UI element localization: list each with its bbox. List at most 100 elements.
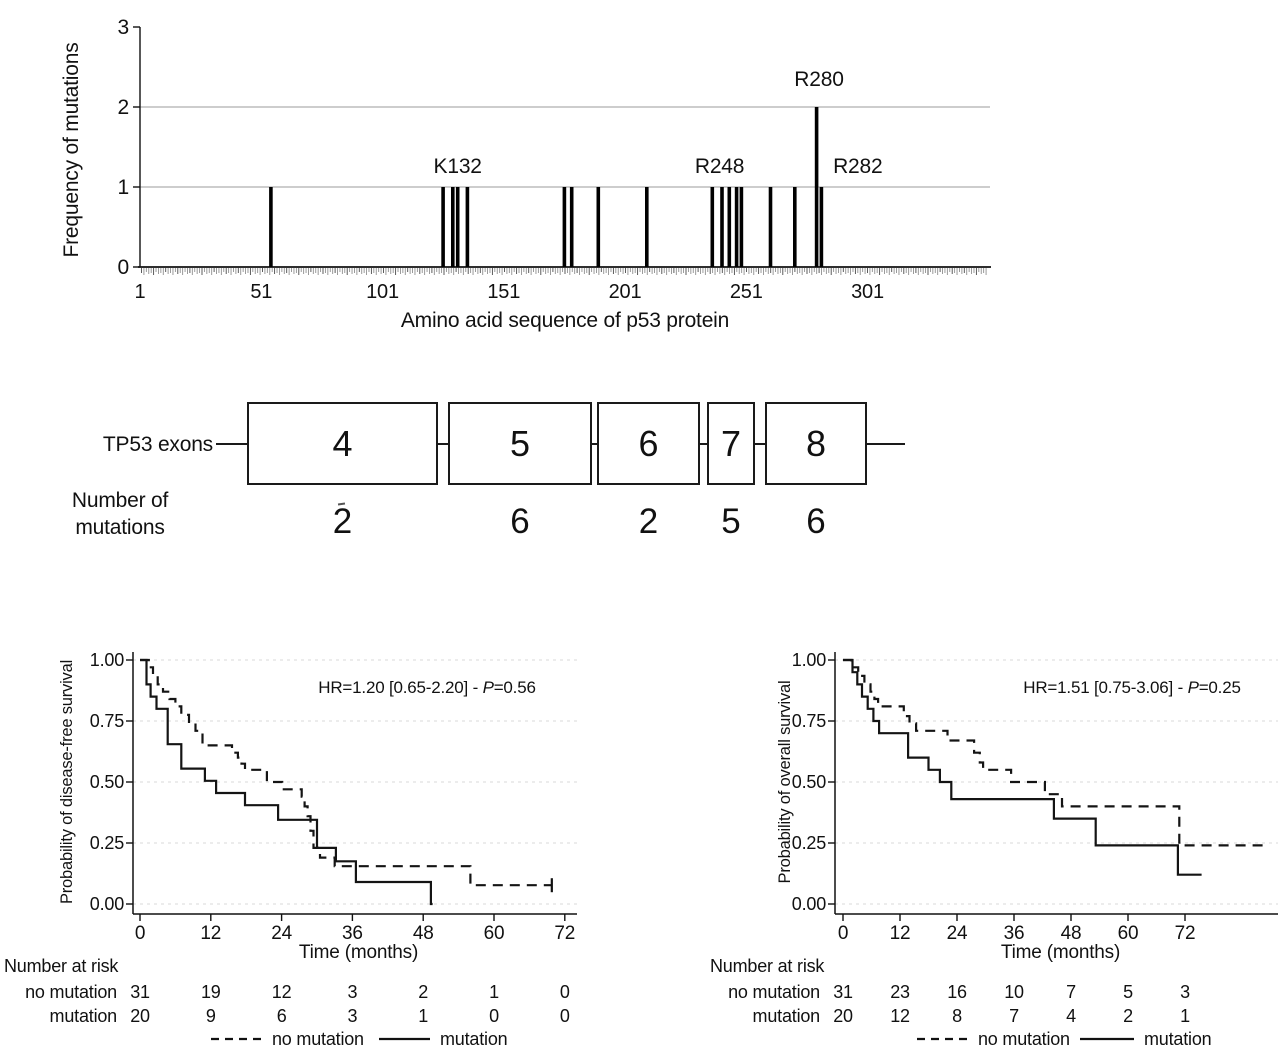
exon-box-7: 7 bbox=[707, 402, 755, 485]
exon-mutation-count: 6 bbox=[806, 502, 826, 541]
risk-row-label: mutation bbox=[753, 1006, 820, 1026]
y-tick-label: 0 bbox=[118, 256, 129, 279]
x-tick-label: 60 bbox=[484, 923, 505, 944]
y-tick-label: 0.00 bbox=[792, 894, 826, 914]
risk-value: 10 bbox=[1004, 982, 1024, 1002]
exon-mutation-count: 5 bbox=[721, 502, 741, 541]
mutation-bar bbox=[819, 187, 824, 267]
exon-connector-line bbox=[592, 443, 597, 445]
mutation-bar bbox=[734, 187, 739, 267]
exon-box-8: 8 bbox=[765, 402, 867, 485]
mutation-label: R280 bbox=[794, 68, 843, 91]
risk-value: 0 bbox=[560, 982, 570, 1002]
mutation-bar bbox=[465, 187, 470, 267]
x-axis-label: Time (months) bbox=[1001, 942, 1120, 963]
x-tick-label: 101 bbox=[366, 281, 399, 303]
mutation-bar bbox=[441, 187, 445, 267]
mutation-bar bbox=[727, 187, 732, 267]
exon-box-6: 6 bbox=[597, 402, 700, 485]
risk-value: 0 bbox=[489, 1006, 499, 1026]
risk-value: 20 bbox=[833, 1006, 853, 1026]
exon-number: 8 bbox=[805, 422, 827, 464]
y-axis-label: Frequency of mutations bbox=[60, 42, 83, 257]
exon-box-4: 4 bbox=[247, 402, 438, 485]
y-tick-label: 0.50 bbox=[90, 772, 124, 792]
mutation-label: R282 bbox=[833, 155, 882, 178]
count-label-line1: Number of bbox=[71, 489, 169, 512]
x-tick-label: 48 bbox=[1061, 923, 1082, 944]
y-tick-label: 1.00 bbox=[792, 650, 826, 670]
mutation-label: R248 bbox=[695, 155, 744, 178]
count-label-line2: mutations bbox=[75, 516, 165, 539]
exon-connector-line bbox=[216, 443, 247, 445]
exon-connector-line bbox=[700, 443, 707, 445]
exon-connector-line bbox=[867, 443, 905, 445]
x-tick-label: 24 bbox=[947, 923, 968, 944]
y-tick-label: 3 bbox=[118, 16, 129, 39]
mutation-bar bbox=[710, 187, 715, 267]
exon-connector-line bbox=[755, 443, 765, 445]
exon-mutation-count: 6 bbox=[510, 502, 530, 541]
mutation-bar bbox=[814, 107, 819, 267]
x-tick-label: 12 bbox=[890, 923, 911, 944]
y-tick-label: 0.75 bbox=[792, 711, 826, 731]
x-tick-label: 24 bbox=[271, 923, 292, 944]
mutation-bar bbox=[569, 187, 574, 267]
exon-number: 7 bbox=[720, 422, 742, 464]
mutation-bar bbox=[793, 187, 797, 267]
x-tick-label: 12 bbox=[200, 923, 221, 944]
risk-table-title: Number at risk bbox=[710, 956, 825, 976]
x-tick-label: 301 bbox=[851, 281, 884, 303]
x-tick-label: 48 bbox=[413, 923, 434, 944]
x-tick-label: 0 bbox=[135, 923, 145, 944]
risk-value: 8 bbox=[952, 1006, 962, 1026]
survival-curve-mutation bbox=[843, 658, 1202, 876]
y-tick-label: 0.50 bbox=[792, 772, 826, 792]
mutation-bar bbox=[451, 187, 455, 267]
risk-table-title: Number at risk bbox=[4, 956, 119, 976]
risk-value: 23 bbox=[890, 982, 910, 1002]
y-tick-label: 0.00 bbox=[90, 894, 124, 914]
x-tick-label: 36 bbox=[1004, 923, 1025, 944]
risk-value: 3 bbox=[347, 982, 357, 1002]
y-tick-label: 0.25 bbox=[90, 833, 124, 853]
exon-mutation-count: 2 bbox=[332, 502, 353, 541]
x-tick-label: 72 bbox=[554, 923, 575, 944]
risk-row-label: no mutation bbox=[728, 982, 820, 1002]
risk-value: 1 bbox=[418, 1006, 428, 1026]
stray-mark bbox=[337, 502, 346, 506]
y-axis-label: Probability of overall survival bbox=[776, 681, 794, 884]
exon-number: 6 bbox=[638, 422, 659, 464]
y-tick-label: 2 bbox=[118, 96, 129, 119]
mutation-bar bbox=[720, 187, 724, 267]
x-axis-label: Amino acid sequence of p53 protein bbox=[401, 309, 729, 332]
risk-value: 4 bbox=[1066, 1006, 1076, 1026]
exon-connector-line bbox=[438, 443, 448, 445]
risk-value: 6 bbox=[277, 1006, 287, 1026]
risk-value: 2 bbox=[418, 982, 428, 1002]
risk-value: 9 bbox=[206, 1006, 216, 1026]
risk-value: 5 bbox=[1123, 982, 1133, 1002]
exon-box-5: 5 bbox=[448, 402, 592, 485]
x-tick-label: 36 bbox=[342, 923, 363, 944]
mutation-bar bbox=[739, 187, 744, 267]
legend-label-no-mutation: no mutation bbox=[272, 1029, 364, 1049]
risk-value: 1 bbox=[489, 982, 499, 1002]
survival-curve-mutation bbox=[140, 658, 433, 906]
hr-annotation: HR=1.20 [0.65-2.20] - P=0.56 bbox=[318, 678, 535, 697]
x-tick-label: 151 bbox=[487, 281, 520, 303]
mutation-bar bbox=[768, 187, 773, 267]
x-tick-label: 1 bbox=[135, 281, 146, 303]
mutation-bar bbox=[645, 187, 649, 267]
exon-number: 4 bbox=[332, 422, 353, 464]
risk-value: 16 bbox=[947, 982, 967, 1002]
x-tick-label: 201 bbox=[609, 281, 642, 303]
y-tick-label: 1 bbox=[118, 176, 129, 199]
legend-label-mutation: mutation bbox=[1144, 1029, 1211, 1049]
risk-value: 0 bbox=[560, 1006, 570, 1026]
risk-row-label: no mutation bbox=[25, 982, 117, 1002]
risk-value: 19 bbox=[201, 982, 221, 1002]
